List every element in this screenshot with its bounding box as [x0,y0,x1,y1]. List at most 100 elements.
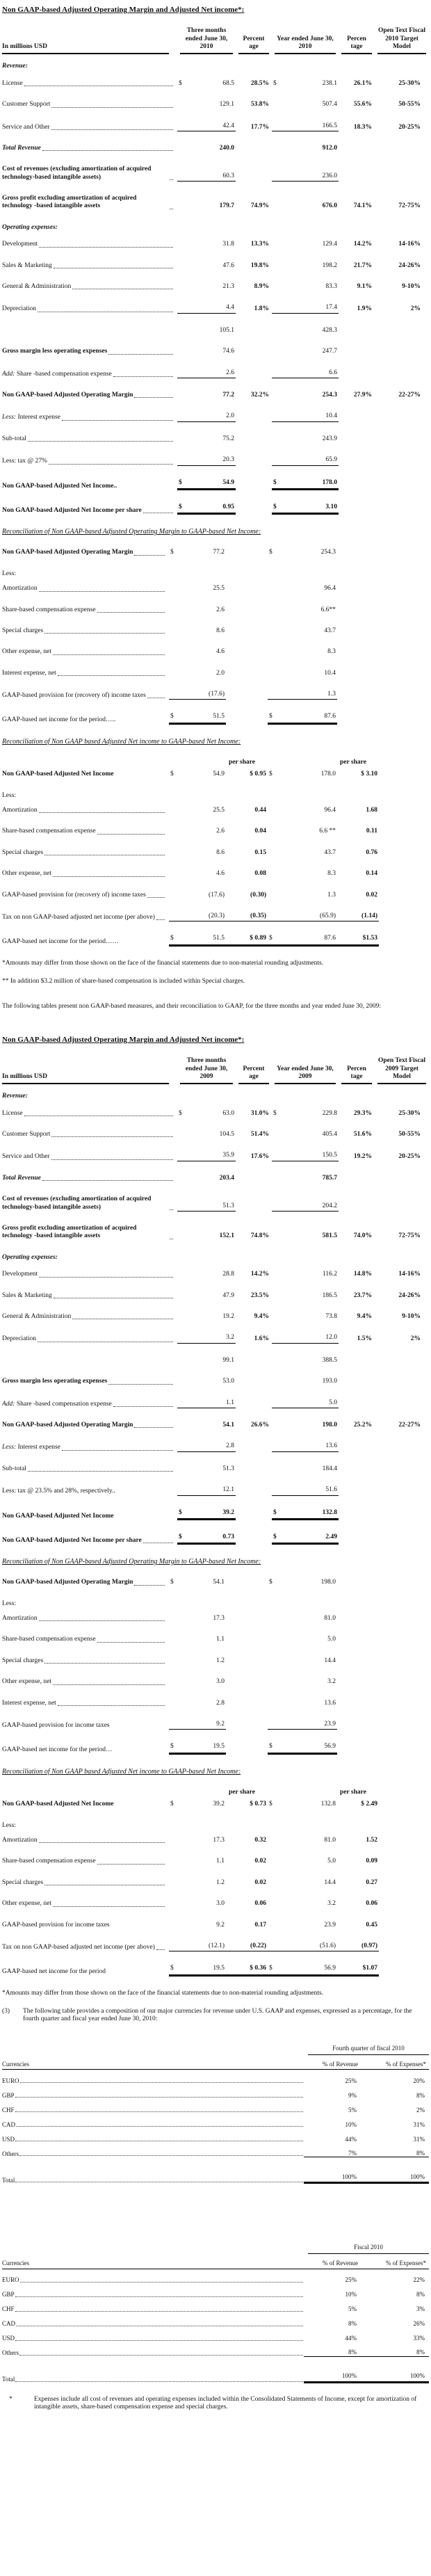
row-label: Gross profit excluding amortization of a… [2,195,177,211]
value-cell [177,1495,191,1496]
row-label: License [2,80,177,88]
row-label-text: Amortization [2,585,38,593]
value-cell: $ [179,79,182,87]
dot-leader [57,1705,165,1707]
revenue-percent-cell: 8% [304,2349,361,2358]
row-label-text: Non GAAP-based Adjusted Operating Margin [2,1579,133,1586]
value-cell: 8.3 [327,870,336,878]
row-label-text: Other expense, net [2,648,51,656]
dot-leader [19,2282,303,2283]
currency-row: CAD 10% 31% [2,2114,429,2128]
value-cell: 0.45 [366,1921,377,1929]
value-cell: (0.35) [226,912,268,922]
value-cell: 28.5% [250,79,269,87]
expenses-percent-cell: 31% [413,2120,425,2128]
row-label-text: Non GAAP-based Adjusted Operating Margin [2,1421,133,1428]
row-label-text: Cost of revenues (excluding amortization… [2,166,152,181]
value-cell: 2% [410,1335,421,1343]
value-cell: 51.5 [184,935,226,947]
table-row: Gross margin less operating expenses 53.0… [2,1378,429,1385]
dot-leader [44,633,165,634]
table-row: Non GAAP-based Adjusted Net Income per s… [2,504,429,515]
revenue-percent-cell: 10% [345,2291,357,2299]
dot-leader [39,1276,173,1278]
column-header-underline: Three months ended June 30, 2010 [180,27,233,55]
footnote-rounding-2010: *Amounts may differ from those shown on … [2,959,324,967]
value-cell [272,421,290,422]
table-row: Non GAAP-based Adjusted Operating Margin… [2,1579,429,1586]
row-label: Revenue: [2,63,177,70]
expenses-percent-cell: 3% [416,2305,425,2313]
row-label-text: Service and Other [2,1153,50,1161]
value-cell: 17.7% [250,123,269,131]
table-row: Gross profit excluding amortization of a… [2,1225,429,1241]
value-cell: 179.7 [219,202,234,210]
currency-row: Others 7% 8% [2,2143,429,2158]
value-cell: 50-55% [398,1131,421,1138]
row-label: Non GAAP-based Adjusted Operating Margin [2,392,177,399]
row-label-text: Less: Interest expense [2,414,60,421]
value-cell: $1.53 [337,935,379,947]
value-cell: 428.3 [322,326,337,334]
row-label-text: Amortization [2,807,38,814]
value-cell: 0.02 [254,1858,266,1865]
value-cell: 3.2 [327,1900,336,1908]
row-label: Interest expense, net [2,1700,169,1707]
value-cell: 5.0 [327,1858,336,1865]
section-title-2009: Non GAAP-based Adjusted Operating Margin… [2,1035,245,1044]
value-cell [272,377,290,378]
value-cell: 6.6 [290,369,339,378]
value-cell: 54.1 [213,1579,225,1586]
table-row: Revenue: [2,63,429,70]
value-cell: $ [272,479,290,490]
value-cell: 3.0 [216,1900,225,1908]
value-cell: (0.97) [337,1942,379,1952]
value-cell: 254.3 [322,392,337,399]
revenue-percent-cell: 10% [345,2120,357,2128]
currency-row: USD 44% 33% [2,2328,429,2342]
recon-margin-2009-table: Non GAAP-based Adjusted Operating Margin… [2,1579,429,1755]
row-label-text: Customer Support [2,1131,51,1138]
value-cell: 24-26% [398,261,421,269]
recon-net-2010-table: per share per share Non GAAP-based Adjuste… [2,759,429,947]
value-cell: (1.14) [337,912,379,922]
value-cell: 54.1 [222,1421,234,1428]
table-header-row: In millions USD Three months ended June 3… [2,27,429,55]
table-row: Operating expenses: [2,224,429,232]
row-label: Share-based compensation expense [2,606,169,614]
value-cell: 22-27% [398,392,421,399]
table-row: Cost of revenues (excluding amortization… [2,166,429,182]
dot-leader [97,833,165,835]
expenses-footnote-marker: * [9,2396,13,2404]
currency-code: CAD [2,2320,16,2328]
value-cell: 5.0 [290,1399,339,1408]
value-cell: 87.6 [288,935,337,947]
row-label-text: Add: Share -based compensation expense [2,370,112,378]
dot-leader [51,1136,173,1138]
value-cell [177,1210,191,1212]
table-row: Less: [2,570,429,578]
value-cell: 20-25% [398,1153,421,1161]
table-row: Customer Support 129.1 53.8% 507.4 55.6% 50-5… [2,101,429,108]
value-cell: 14-16% [398,1271,421,1278]
row-label-text: Less: Interest expense [2,1444,60,1451]
value-cell: 20-25% [398,123,421,131]
column-header-underline: Percen tage [341,1065,372,1085]
row-label-text: Less: tax @ 27% [2,458,47,465]
value-cell [272,180,290,182]
expenses-percent-cell: 8% [416,2291,425,2299]
value-cell: 25-30% [398,1109,421,1117]
value-cell: 74.9% [250,202,269,210]
row-label: Development [2,1271,177,1278]
recon-margin-2009-title: Reconciliation of Non GAAP-based Adjuste… [2,1558,261,1566]
currency-code: CHF [2,2106,15,2114]
value-cell: $ [177,1509,191,1520]
dot-leader [147,896,165,898]
value-cell [177,180,191,182]
value-cell: 1.6% [254,1335,269,1343]
value-cell: (0.22) [226,1942,268,1952]
row-label: Total Revenue [2,1175,177,1182]
dot-leader [44,1663,165,1664]
table-row: Total Revenue 240.0 912.0 [2,145,429,152]
row-label: Amortization [2,1615,169,1623]
